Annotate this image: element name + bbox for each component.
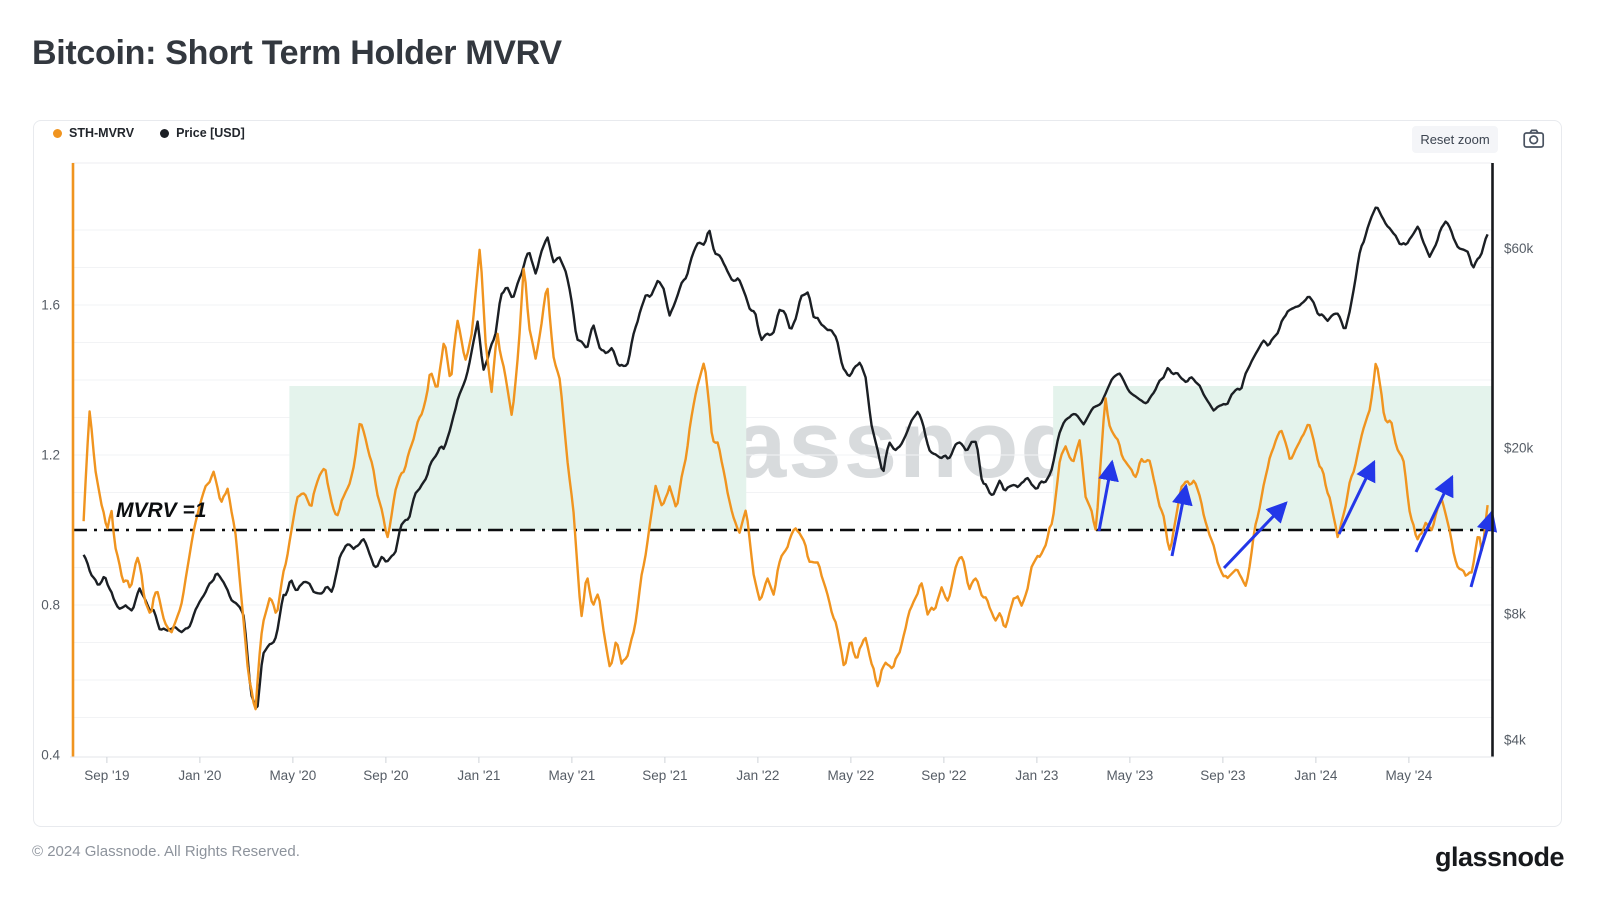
trend-arrow (1097, 459, 1119, 532)
price-line (82, 206, 1489, 710)
x-tick-label: Sep '20 (363, 768, 408, 783)
page-title: Bitcoin: Short Term Holder MVRV (32, 34, 562, 72)
legend-item-sth-mvrv[interactable]: STH-MVRV (53, 126, 134, 140)
glassnode-logo: glassnode (1434, 842, 1565, 872)
y-left-tick-label: 1.2 (41, 448, 60, 463)
x-tick-label: Jan '23 (1015, 768, 1058, 783)
x-tick-label: May '20 (269, 768, 316, 783)
sth-mvrv-color-dot (53, 128, 62, 138)
y-left-tick-label: 1.6 (41, 298, 60, 313)
x-tick-label: Jan '21 (457, 768, 500, 783)
trend-arrow (1222, 501, 1288, 570)
y-right-tick-label: $60k (1504, 241, 1534, 256)
mvrv-threshold-label: MVRV =1 (116, 499, 206, 522)
y-right-tick-label: $20k (1504, 440, 1534, 455)
y-left-tick-label: 0.4 (41, 748, 60, 763)
x-tick-label: Sep '22 (921, 768, 966, 783)
x-tick-label: Jan '22 (736, 768, 779, 783)
legend-item-price[interactable]: Price [USD] (160, 126, 245, 140)
camera-icon[interactable] (1522, 129, 1546, 151)
x-tick-label: May '24 (1385, 768, 1432, 783)
chart-legend: STH-MVRV Price [USD] (53, 126, 245, 140)
x-tick-label: May '22 (827, 768, 874, 783)
y-right-tick-label: $4k (1504, 733, 1526, 748)
reset-zoom-button[interactable]: Reset zoom (1412, 126, 1498, 153)
x-tick-label: Jan '24 (1294, 768, 1338, 783)
highlight-box (289, 386, 747, 530)
x-tick-label: May '23 (1106, 768, 1153, 783)
x-tick-label: Sep '23 (1200, 768, 1245, 783)
x-tick-label: Sep '19 (84, 768, 129, 783)
x-tick-label: May '21 (548, 768, 595, 783)
trend-arrow (1469, 509, 1498, 588)
trend-arrow (1414, 474, 1454, 553)
price-color-dot (160, 128, 170, 138)
legend-label-price: Price [USD] (176, 126, 245, 140)
y-right-tick-label: $8k (1504, 607, 1526, 622)
legend-label-sth-mvrv: STH-MVRV (69, 126, 135, 140)
footer-copyright: © 2024 Glassnode. All Rights Reserved. (32, 843, 300, 860)
y-left-tick-label: 0.8 (41, 598, 60, 613)
plot-area[interactable] (72, 163, 1492, 757)
trend-arrow (1337, 459, 1376, 535)
x-tick-label: Sep '21 (642, 768, 687, 783)
trend-arrow (1170, 483, 1193, 557)
x-tick-label: Jan '20 (178, 768, 221, 783)
